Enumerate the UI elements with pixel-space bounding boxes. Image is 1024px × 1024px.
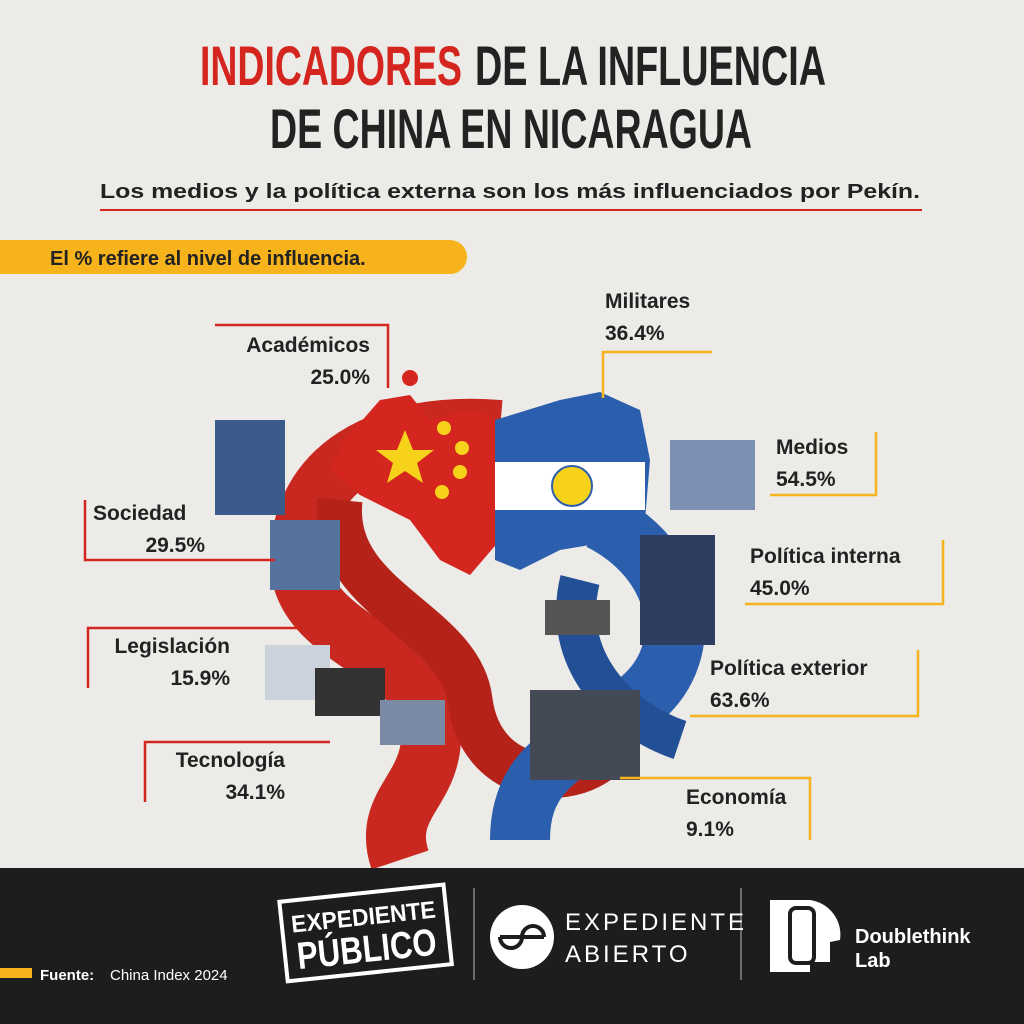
indicator-name: Política exterior: [710, 657, 868, 680]
leader-line: [745, 540, 945, 606]
leader-line: [86, 626, 300, 688]
logo-expediente-publico: EXPEDIENTE PÚBLICO: [277, 882, 455, 984]
leader-line: [620, 776, 812, 840]
source-label: Fuente:: [40, 967, 94, 984]
leader-line: [143, 740, 330, 802]
indicator-name: Militares: [605, 290, 690, 313]
flag-emblem: [551, 465, 593, 507]
star: [455, 441, 469, 455]
indicator-name: Medios: [776, 436, 848, 459]
indicator-value: 34.1%: [225, 781, 285, 804]
stamp-border: [277, 882, 455, 984]
title: DE CHINA EN NICARAGUA: [270, 97, 752, 160]
china-map: [330, 395, 510, 575]
logo-icon: [770, 900, 841, 972]
indicator-name: Economía: [686, 786, 787, 809]
indicator-value: 36.4%: [605, 322, 665, 345]
source: China Index 2024: [110, 967, 228, 984]
logo-text: Lab: [855, 950, 891, 972]
indicator-name: Legislación: [114, 635, 230, 658]
indicator-value: 45.0%: [750, 577, 810, 600]
leader-line: [690, 650, 920, 718]
indicator-name: Sociedad: [93, 502, 186, 525]
star: [437, 421, 451, 435]
logo-icon: [498, 924, 546, 950]
indicator-value: 9.1%: [686, 818, 734, 841]
figure: [380, 700, 445, 745]
logo-text: EXPEDIENTE: [565, 909, 747, 936]
indicator-name: Tecnología: [176, 749, 286, 772]
logo-text: Doublethink: [855, 926, 971, 948]
star: [453, 465, 467, 479]
title: DE LA INFLUENCIA: [475, 34, 826, 97]
indicator-value: 63.6%: [710, 689, 770, 712]
star: [435, 485, 449, 499]
indicator-value: 29.5%: [145, 534, 205, 557]
figure: [530, 690, 640, 780]
note: El % refiere al nivel de influencia.: [50, 248, 366, 270]
title: INDICADORES: [200, 34, 462, 97]
leader-line: [770, 432, 878, 497]
star: [376, 430, 434, 483]
leader-line: [83, 500, 275, 562]
leader-line: [601, 350, 712, 398]
figure: [670, 440, 755, 510]
source-marker: [0, 968, 32, 978]
logo-icon: [788, 906, 816, 965]
figure: [640, 535, 715, 645]
illustration: [215, 370, 755, 870]
figure: [270, 520, 340, 590]
indicator-name: Política interna: [750, 545, 901, 568]
logo-text: ABIERTO: [565, 941, 690, 968]
figure: [215, 420, 285, 515]
indicator-value: 54.5%: [776, 468, 836, 491]
indicator-name: Académicos: [246, 334, 370, 357]
figure: [545, 600, 610, 635]
indicator-value: 15.9%: [170, 667, 230, 690]
leader-line: [215, 323, 390, 388]
note-banner: [0, 240, 467, 274]
subtitle: Los medios y la política externa son los…: [100, 181, 920, 203]
figure: [315, 668, 385, 716]
indicator-value: 25.0%: [310, 366, 370, 389]
china-map: [402, 370, 418, 386]
